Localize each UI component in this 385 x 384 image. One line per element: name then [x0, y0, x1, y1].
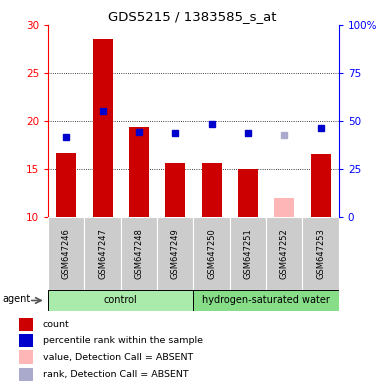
Text: GDS5215 / 1383585_s_at: GDS5215 / 1383585_s_at: [108, 10, 277, 23]
Text: GSM647247: GSM647247: [98, 228, 107, 279]
Bar: [238, 169, 258, 217]
Bar: [93, 40, 113, 217]
Bar: [84, 217, 121, 290]
Bar: [194, 290, 339, 311]
Text: hydrogen-saturated water: hydrogen-saturated water: [202, 295, 330, 306]
Bar: [121, 217, 157, 290]
Bar: [19, 368, 33, 381]
Text: control: control: [104, 295, 138, 306]
Text: value, Detection Call = ABSENT: value, Detection Call = ABSENT: [43, 353, 193, 361]
Text: GSM647249: GSM647249: [171, 228, 180, 279]
Text: GSM647251: GSM647251: [243, 228, 253, 279]
Bar: [157, 217, 194, 290]
Text: count: count: [43, 319, 70, 329]
Bar: [19, 351, 33, 364]
Text: GSM647248: GSM647248: [134, 228, 144, 279]
Bar: [19, 318, 33, 331]
Bar: [230, 217, 266, 290]
Bar: [48, 290, 194, 311]
Text: GSM647252: GSM647252: [280, 228, 289, 279]
Bar: [165, 163, 185, 217]
Bar: [129, 127, 149, 217]
Bar: [194, 217, 230, 290]
Bar: [19, 334, 33, 347]
Text: percentile rank within the sample: percentile rank within the sample: [43, 336, 203, 345]
Bar: [274, 198, 294, 217]
Text: GSM647246: GSM647246: [62, 228, 71, 279]
Text: agent: agent: [2, 295, 31, 305]
Text: GSM647250: GSM647250: [207, 228, 216, 279]
Bar: [56, 153, 76, 217]
Bar: [303, 217, 339, 290]
Bar: [266, 217, 303, 290]
Bar: [311, 154, 331, 217]
Text: rank, Detection Call = ABSENT: rank, Detection Call = ABSENT: [43, 370, 188, 379]
Bar: [202, 163, 222, 217]
Bar: [48, 217, 84, 290]
Text: GSM647253: GSM647253: [316, 228, 325, 279]
